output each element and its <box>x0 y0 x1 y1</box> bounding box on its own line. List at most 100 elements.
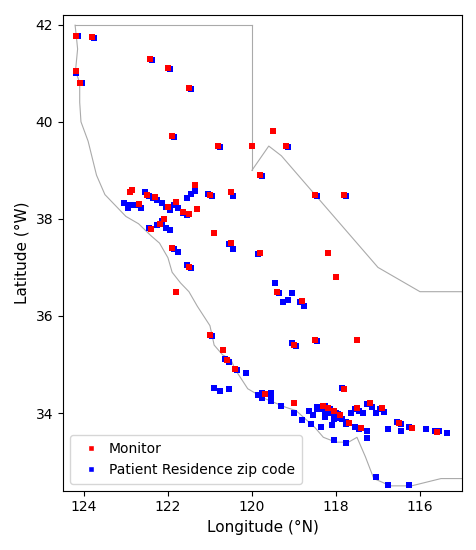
Point <box>227 188 234 196</box>
Point <box>325 409 333 417</box>
Point <box>258 388 266 397</box>
Point <box>145 223 152 232</box>
Point <box>220 354 228 363</box>
Point <box>216 387 224 395</box>
Point <box>178 207 186 216</box>
Point <box>336 414 343 422</box>
Point <box>153 196 161 205</box>
Point <box>222 355 230 364</box>
Point <box>254 390 261 399</box>
Point <box>172 287 180 296</box>
Point <box>329 415 337 424</box>
Point <box>132 201 140 210</box>
Point <box>357 423 364 432</box>
Point <box>178 208 186 217</box>
Point <box>397 427 404 436</box>
Point <box>183 211 190 219</box>
Point <box>331 409 339 417</box>
Point <box>268 127 276 136</box>
Point <box>308 411 316 420</box>
Point <box>384 481 391 490</box>
Point <box>151 192 159 201</box>
Point <box>183 194 190 203</box>
Point <box>321 406 328 415</box>
Point <box>185 210 192 218</box>
Point <box>258 394 266 403</box>
Point <box>342 417 349 426</box>
Point <box>148 55 156 64</box>
Point <box>288 338 295 347</box>
Point <box>271 278 278 287</box>
Point <box>187 84 194 93</box>
Point <box>168 132 176 141</box>
Point <box>304 406 312 415</box>
Point <box>275 288 282 297</box>
Point <box>352 336 360 345</box>
Point <box>342 419 349 428</box>
Point <box>126 201 134 210</box>
Point <box>183 261 190 270</box>
Point <box>405 481 412 490</box>
Point <box>229 245 237 254</box>
Point <box>334 410 341 419</box>
Point <box>174 204 182 213</box>
Point <box>298 297 306 306</box>
Point <box>90 34 98 42</box>
Point <box>281 142 289 151</box>
Point <box>191 183 198 192</box>
Point <box>162 223 169 232</box>
Point <box>208 191 216 200</box>
Point <box>191 180 198 189</box>
Point <box>422 424 429 433</box>
Point <box>72 32 80 41</box>
Point <box>218 345 226 354</box>
Point <box>313 405 320 414</box>
Point <box>306 419 314 428</box>
Point <box>166 225 173 234</box>
Point <box>74 32 81 41</box>
Point <box>363 400 370 409</box>
X-axis label: Longitude (°N): Longitude (°N) <box>206 520 317 535</box>
Legend: Monitor, Patient Residence zip code: Monitor, Patient Residence zip code <box>69 435 301 484</box>
Point <box>267 388 274 397</box>
Point <box>193 205 201 213</box>
Point <box>288 288 295 297</box>
Point <box>126 188 134 196</box>
Point <box>407 423 415 432</box>
Point <box>327 421 335 430</box>
Point <box>376 405 383 414</box>
Point <box>350 422 358 431</box>
Point <box>331 273 339 282</box>
Point <box>310 336 318 345</box>
Point <box>162 202 169 211</box>
Point <box>352 404 360 412</box>
Point <box>134 200 142 208</box>
Point <box>283 142 291 151</box>
Point <box>76 79 83 87</box>
Point <box>128 185 136 194</box>
Point <box>344 419 352 427</box>
Point <box>210 229 218 238</box>
Point <box>254 249 261 258</box>
Point <box>377 404 385 412</box>
Point <box>248 142 255 151</box>
Point <box>289 409 297 417</box>
Point <box>355 406 362 415</box>
Point <box>350 422 358 431</box>
Point <box>229 191 237 200</box>
Point <box>145 191 152 200</box>
Point <box>170 133 178 142</box>
Point <box>338 415 346 424</box>
Point <box>158 217 165 226</box>
Point <box>325 405 333 414</box>
Point <box>187 189 194 198</box>
Point <box>310 190 318 199</box>
Point <box>321 412 328 421</box>
Point <box>323 404 331 412</box>
Point <box>170 245 178 254</box>
Point <box>225 358 232 366</box>
Point <box>292 342 299 350</box>
Point <box>267 392 274 400</box>
Point <box>170 201 178 210</box>
Point <box>363 427 370 436</box>
